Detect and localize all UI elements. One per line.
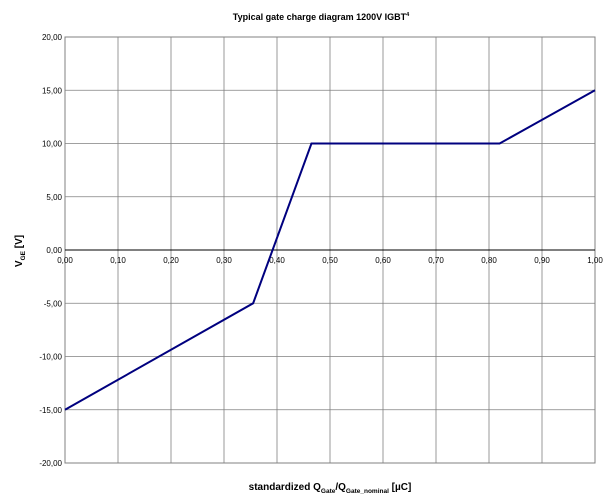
x-tick-label: 0,30 xyxy=(216,256,232,265)
x-tick-label: 0,60 xyxy=(375,256,391,265)
x-tick-label: 0,90 xyxy=(534,256,550,265)
y-tick-label: 5,00 xyxy=(46,193,62,202)
chart-title: Typical gate charge diagram 1200V IGBT4 xyxy=(233,12,410,22)
title-superscript: 4 xyxy=(406,12,410,18)
plot-area: 20,00 15,00 10,00 5,00 0,00 -5,00 -10,00 -15,00… xyxy=(39,33,603,468)
x-tick-label: 0,00 xyxy=(57,256,73,265)
x-tick-label: 0,80 xyxy=(481,256,497,265)
y-tick-label: 10,00 xyxy=(42,140,63,149)
x-tick-label: 0,50 xyxy=(322,256,338,265)
x-tick-label: 0,10 xyxy=(110,256,126,265)
y-tick-label: -15,00 xyxy=(39,406,62,415)
x-tick-label: 0,20 xyxy=(163,256,179,265)
y-tick-label: -10,00 xyxy=(39,353,62,362)
x-tick-label: 1,00 xyxy=(587,256,603,265)
x-axis-title: standardized QGate/QGate_nominal [µC] xyxy=(249,482,412,495)
y-tick-label: 20,00 xyxy=(42,33,63,42)
y-tick-label: 0,00 xyxy=(46,246,62,255)
x-tick-label: 0,70 xyxy=(428,256,444,265)
x-tick-label: 0,40 xyxy=(269,256,285,265)
y-tick-label: 15,00 xyxy=(42,86,63,95)
y-axis-title: VGE [V] xyxy=(14,235,27,267)
series-line xyxy=(64,89,596,411)
y-tick-label: -20,00 xyxy=(39,459,62,468)
y-tick-label: -5,00 xyxy=(44,299,63,308)
